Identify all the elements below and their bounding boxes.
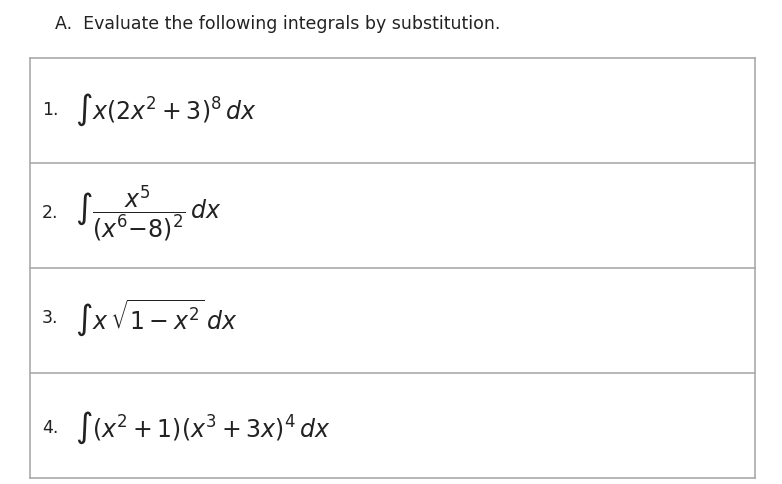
Text: 2.: 2. bbox=[42, 204, 59, 222]
Text: A.  Evaluate the following integrals by substitution.: A. Evaluate the following integrals by s… bbox=[55, 15, 500, 33]
Text: 3.: 3. bbox=[42, 309, 59, 327]
Text: 1.: 1. bbox=[42, 101, 59, 119]
Text: $\int \dfrac{x^5}{(x^6{-}8)^2}\,dx$: $\int \dfrac{x^5}{(x^6{-}8)^2}\,dx$ bbox=[75, 183, 221, 243]
Text: $\int x(2x^2+3)^8\,dx$: $\int x(2x^2+3)^8\,dx$ bbox=[75, 92, 256, 128]
Text: $\int x\,\sqrt{1-x^2}\,dx$: $\int x\,\sqrt{1-x^2}\,dx$ bbox=[75, 298, 238, 338]
Text: $\int (x^2+1)(x^3+3x)^4\,dx$: $\int (x^2+1)(x^3+3x)^4\,dx$ bbox=[75, 410, 331, 446]
Text: 4.: 4. bbox=[42, 419, 59, 437]
